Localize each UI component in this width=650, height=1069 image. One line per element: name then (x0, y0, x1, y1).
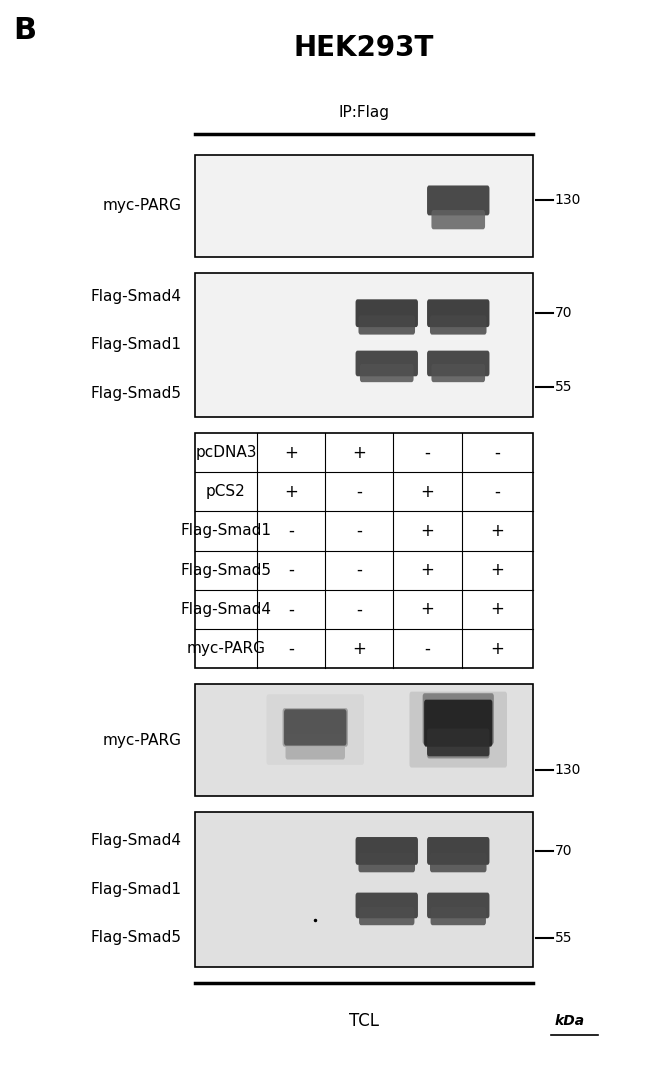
Text: B: B (13, 16, 36, 45)
Text: +: + (490, 639, 504, 657)
FancyBboxPatch shape (430, 853, 486, 872)
FancyBboxPatch shape (424, 700, 493, 746)
Text: pCS2: pCS2 (206, 484, 246, 499)
FancyBboxPatch shape (424, 706, 493, 746)
Text: -: - (424, 639, 430, 657)
Text: -: - (288, 639, 294, 657)
Text: myc-PARG: myc-PARG (187, 641, 265, 656)
Text: pcDNA3: pcDNA3 (195, 445, 257, 460)
FancyBboxPatch shape (430, 907, 486, 926)
Text: -: - (424, 444, 430, 462)
FancyBboxPatch shape (430, 315, 486, 335)
Text: TCL: TCL (349, 1012, 379, 1029)
FancyBboxPatch shape (195, 433, 533, 668)
FancyBboxPatch shape (195, 812, 533, 967)
FancyBboxPatch shape (195, 273, 533, 417)
Text: +: + (490, 561, 504, 579)
Text: myc-PARG: myc-PARG (103, 198, 182, 214)
FancyBboxPatch shape (356, 299, 418, 327)
Text: +: + (421, 601, 434, 618)
Text: -: - (494, 483, 500, 500)
Text: -: - (356, 601, 362, 618)
Text: -: - (356, 561, 362, 579)
Text: Flag-Smad4: Flag-Smad4 (181, 602, 272, 617)
Text: +: + (490, 601, 504, 618)
Text: -: - (494, 444, 500, 462)
FancyBboxPatch shape (427, 186, 489, 216)
Text: 55: 55 (554, 930, 572, 945)
FancyBboxPatch shape (285, 733, 345, 759)
Text: 130: 130 (554, 762, 581, 777)
FancyBboxPatch shape (359, 853, 415, 872)
Text: Flag-Smad1: Flag-Smad1 (181, 524, 272, 539)
Text: +: + (421, 522, 434, 540)
Text: 55: 55 (554, 379, 572, 394)
FancyBboxPatch shape (356, 837, 418, 865)
FancyBboxPatch shape (356, 893, 418, 918)
Text: Flag-Smad1: Flag-Smad1 (91, 337, 182, 353)
FancyBboxPatch shape (427, 837, 489, 865)
FancyBboxPatch shape (283, 709, 348, 746)
Text: -: - (288, 561, 294, 579)
FancyBboxPatch shape (427, 351, 489, 376)
Text: kDa: kDa (554, 1013, 584, 1028)
FancyBboxPatch shape (360, 363, 413, 382)
FancyBboxPatch shape (427, 893, 489, 918)
Text: Flag-Smad1: Flag-Smad1 (91, 882, 182, 898)
FancyBboxPatch shape (359, 315, 415, 335)
FancyBboxPatch shape (356, 351, 418, 376)
FancyBboxPatch shape (432, 210, 485, 230)
Text: 130: 130 (554, 193, 581, 207)
FancyBboxPatch shape (422, 694, 494, 744)
Text: Flag-Smad5: Flag-Smad5 (91, 386, 182, 401)
FancyBboxPatch shape (427, 729, 489, 757)
Text: +: + (352, 639, 366, 657)
Text: +: + (421, 483, 434, 500)
Text: Flag-Smad4: Flag-Smad4 (91, 289, 182, 304)
FancyBboxPatch shape (266, 695, 364, 765)
FancyBboxPatch shape (427, 731, 489, 759)
FancyBboxPatch shape (284, 710, 346, 746)
Text: +: + (352, 444, 366, 462)
Text: +: + (421, 561, 434, 579)
FancyBboxPatch shape (432, 363, 485, 382)
FancyBboxPatch shape (359, 907, 415, 926)
Text: +: + (490, 522, 504, 540)
FancyBboxPatch shape (195, 684, 533, 796)
Text: myc-PARG: myc-PARG (103, 732, 182, 748)
FancyBboxPatch shape (410, 692, 507, 768)
Text: Flag-Smad4: Flag-Smad4 (91, 833, 182, 848)
FancyBboxPatch shape (427, 299, 489, 327)
Text: IP:Flag: IP:Flag (339, 105, 389, 120)
FancyBboxPatch shape (195, 155, 533, 257)
Text: Flag-Smad5: Flag-Smad5 (181, 562, 272, 577)
Text: +: + (284, 483, 298, 500)
Text: -: - (288, 522, 294, 540)
Text: Flag-Smad5: Flag-Smad5 (91, 930, 182, 945)
Text: +: + (284, 444, 298, 462)
Text: -: - (356, 483, 362, 500)
Text: -: - (288, 601, 294, 618)
Text: HEK293T: HEK293T (294, 34, 434, 62)
Text: 70: 70 (554, 843, 572, 858)
Text: -: - (356, 522, 362, 540)
Text: 70: 70 (554, 306, 572, 321)
